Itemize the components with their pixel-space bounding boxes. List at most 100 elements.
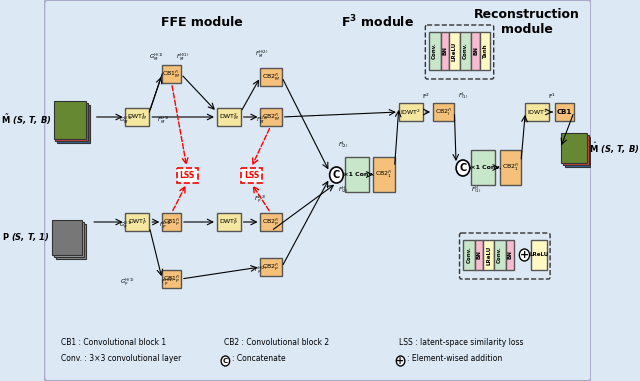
- Text: LSS: LSS: [180, 171, 195, 180]
- FancyBboxPatch shape: [260, 258, 282, 276]
- Text: $F_M^{H(1)}$: $F_M^{H(1)}$: [176, 51, 189, 63]
- Text: $G_P^{H(1)}$: $G_P^{H(1)}$: [120, 277, 134, 288]
- FancyBboxPatch shape: [125, 108, 149, 126]
- Text: $\mathrm{DWT}_M^1$: $\mathrm{DWT}_M^1$: [127, 112, 148, 122]
- Text: Conv.: Conv.: [463, 43, 468, 59]
- Text: $F_{(2)}^H$: $F_{(2)}^H$: [338, 185, 348, 195]
- Text: $G_M^{H(1)}$: $G_M^{H(1)}$: [149, 51, 163, 63]
- Circle shape: [221, 356, 230, 366]
- FancyBboxPatch shape: [217, 213, 241, 231]
- Text: $\tilde{\mathbf{M}}$ (S, T, B): $\tilde{\mathbf{M}}$ (S, T, B): [1, 113, 51, 127]
- FancyBboxPatch shape: [564, 137, 590, 167]
- Text: $F_{(1)}^H$: $F_{(1)}^H$: [470, 185, 481, 195]
- Text: $\mathrm{IDWT}^1$: $\mathrm{IDWT}^1$: [527, 107, 548, 117]
- FancyBboxPatch shape: [506, 240, 514, 270]
- Text: $\mathrm{CB2}_1^{f_l}$: $\mathrm{CB2}_1^{f_l}$: [502, 162, 519, 173]
- Text: $\hat{\mathbf{M}}$ (S, T, B): $\hat{\mathbf{M}}$ (S, T, B): [589, 140, 640, 156]
- Text: Reconstruction
module: Reconstruction module: [474, 8, 580, 36]
- FancyBboxPatch shape: [472, 32, 480, 70]
- FancyBboxPatch shape: [460, 32, 472, 70]
- Text: $F_M^{H(2)}$: $F_M^{H(2)}$: [255, 49, 269, 60]
- Text: LReLU: LReLU: [452, 42, 457, 61]
- Text: FFE module: FFE module: [161, 16, 243, 29]
- Text: $\mathrm{CB1}_P^{f_l}$: $\mathrm{CB1}_P^{f_l}$: [163, 273, 180, 285]
- FancyBboxPatch shape: [55, 103, 88, 141]
- Text: C: C: [333, 170, 340, 180]
- Text: BN: BN: [442, 46, 447, 56]
- FancyBboxPatch shape: [241, 168, 262, 183]
- FancyBboxPatch shape: [399, 103, 423, 121]
- FancyBboxPatch shape: [373, 157, 395, 192]
- FancyBboxPatch shape: [54, 221, 84, 256]
- Text: $\mathrm{F}^1$: $\mathrm{F}^1$: [548, 92, 556, 101]
- FancyBboxPatch shape: [531, 240, 547, 270]
- Text: $G_P^{L(1)}$: $G_P^{L(1)}$: [119, 219, 133, 231]
- FancyBboxPatch shape: [472, 150, 495, 185]
- Text: $F_P^{L(1)}$: $F_P^{L(1)}$: [159, 219, 172, 231]
- FancyBboxPatch shape: [463, 240, 475, 270]
- FancyBboxPatch shape: [483, 240, 493, 270]
- FancyBboxPatch shape: [260, 108, 282, 126]
- FancyBboxPatch shape: [217, 108, 241, 126]
- FancyBboxPatch shape: [493, 240, 506, 270]
- Text: BN: BN: [508, 251, 513, 259]
- FancyBboxPatch shape: [162, 270, 181, 288]
- FancyBboxPatch shape: [177, 168, 198, 183]
- Text: $F_P^{H(1)}$: $F_P^{H(1)}$: [161, 277, 175, 288]
- Text: LReLU: LReLU: [529, 253, 548, 258]
- Text: Conv. : 3×3 convolutional layer: Conv. : 3×3 convolutional layer: [61, 354, 182, 363]
- FancyBboxPatch shape: [563, 135, 589, 165]
- FancyBboxPatch shape: [260, 213, 282, 231]
- Text: $\mathrm{CB2}_M^{f_l}$: $\mathrm{CB2}_M^{f_l}$: [262, 111, 280, 123]
- FancyBboxPatch shape: [433, 103, 454, 121]
- FancyBboxPatch shape: [441, 32, 449, 70]
- Text: C: C: [223, 358, 228, 364]
- Text: Conv.: Conv.: [497, 247, 502, 263]
- Text: $\mathrm{F}^2$: $\mathrm{F}^2$: [422, 92, 430, 101]
- Text: $F_P^{H(2)}$: $F_P^{H(2)}$: [253, 265, 267, 276]
- Text: $\mathrm{CB1}_P^{f_l}$: $\mathrm{CB1}_P^{f_l}$: [163, 216, 180, 228]
- Text: $\mathrm{CB2}_P^{f_l}$: $\mathrm{CB2}_P^{f_l}$: [262, 216, 280, 228]
- Text: +: +: [397, 356, 404, 366]
- Circle shape: [519, 249, 529, 261]
- Text: BN: BN: [473, 46, 478, 56]
- Text: CB1: CB1: [557, 109, 572, 115]
- Text: $F_{(2)}^L$: $F_{(2)}^L$: [338, 140, 348, 150]
- FancyBboxPatch shape: [449, 32, 460, 70]
- FancyBboxPatch shape: [52, 219, 83, 255]
- FancyBboxPatch shape: [162, 213, 181, 231]
- Text: $\mathrm{CB2}_P^{f_l}$: $\mathrm{CB2}_P^{f_l}$: [262, 261, 280, 273]
- Text: $F_M^{L(1)}$: $F_M^{L(1)}$: [157, 115, 170, 126]
- Text: Conv.: Conv.: [432, 43, 437, 59]
- Text: CB1 : Convolutional block 1: CB1 : Convolutional block 1: [61, 338, 166, 347]
- Text: $\mathbf{F^3}$ module: $\mathbf{F^3}$ module: [341, 14, 414, 30]
- FancyBboxPatch shape: [162, 65, 181, 83]
- Text: 1×1 Conv.: 1×1 Conv.: [466, 165, 501, 170]
- Text: $\mathrm{CB2}_1^{f_l}$: $\mathrm{CB2}_1^{f_l}$: [376, 169, 392, 180]
- Text: $\mathrm{DWT}_P^2$: $\mathrm{DWT}_P^2$: [219, 217, 239, 227]
- FancyBboxPatch shape: [44, 0, 591, 381]
- Text: : Element-wised addition: : Element-wised addition: [408, 354, 502, 363]
- Text: $\mathrm{CB2}_l^{f_l}$: $\mathrm{CB2}_l^{f_l}$: [435, 106, 452, 118]
- Text: $\mathbf{P}$ (S, T, 1): $\mathbf{P}$ (S, T, 1): [2, 231, 50, 243]
- FancyBboxPatch shape: [345, 157, 369, 192]
- Text: LReLU: LReLU: [486, 245, 491, 265]
- Text: $\mathrm{DWT}_M^2$: $\mathrm{DWT}_M^2$: [218, 112, 239, 122]
- FancyBboxPatch shape: [260, 68, 282, 86]
- Text: $G_M^{L(1)}$: $G_M^{L(1)}$: [119, 115, 133, 126]
- Text: Conv.: Conv.: [467, 247, 472, 263]
- Text: 1×1 Conv.: 1×1 Conv.: [339, 172, 374, 177]
- Text: C: C: [460, 163, 467, 173]
- Text: $\mathrm{CB2}_M^{f_l}$: $\mathrm{CB2}_M^{f_l}$: [262, 71, 280, 83]
- FancyBboxPatch shape: [525, 103, 549, 121]
- Text: Tanh: Tanh: [483, 44, 488, 58]
- Text: CB2 : Convolutional block 2: CB2 : Convolutional block 2: [224, 338, 329, 347]
- FancyBboxPatch shape: [54, 101, 86, 139]
- Circle shape: [456, 160, 470, 176]
- Text: $F_{(1)}^L$: $F_{(1)}^L$: [458, 91, 468, 101]
- FancyBboxPatch shape: [556, 103, 574, 121]
- Text: $\mathrm{CB1}_M^{f_l}$: $\mathrm{CB1}_M^{f_l}$: [163, 68, 180, 80]
- Text: BN: BN: [477, 251, 482, 259]
- FancyBboxPatch shape: [429, 32, 441, 70]
- Text: $\mathrm{DWT}_P^1$: $\mathrm{DWT}_P^1$: [127, 217, 147, 227]
